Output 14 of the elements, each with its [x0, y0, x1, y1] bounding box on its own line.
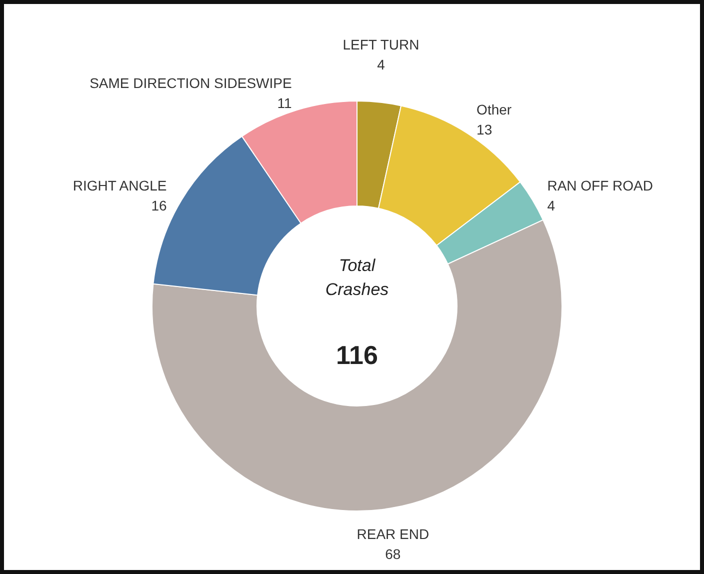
slice-label: REAR END [356, 526, 430, 542]
data-label: 13 [476, 122, 492, 138]
data-label: 11 [277, 95, 292, 112]
text: Total Crashes [325, 256, 390, 299]
data-label: 16 [151, 197, 167, 214]
slice-label: RAN OFF ROAD [547, 177, 654, 194]
slice-label: Other [476, 102, 512, 118]
data-label: 4 [377, 56, 386, 73]
text: 116 [336, 340, 378, 370]
slice-label: RIGHT ANGLE [72, 177, 167, 194]
slice-label: LEFT TURN [342, 36, 420, 53]
slice-label: SAME DIRECTION SIDESWIPE [90, 75, 292, 92]
data-label: 4 [547, 197, 556, 214]
data-label: 68 [385, 546, 401, 562]
